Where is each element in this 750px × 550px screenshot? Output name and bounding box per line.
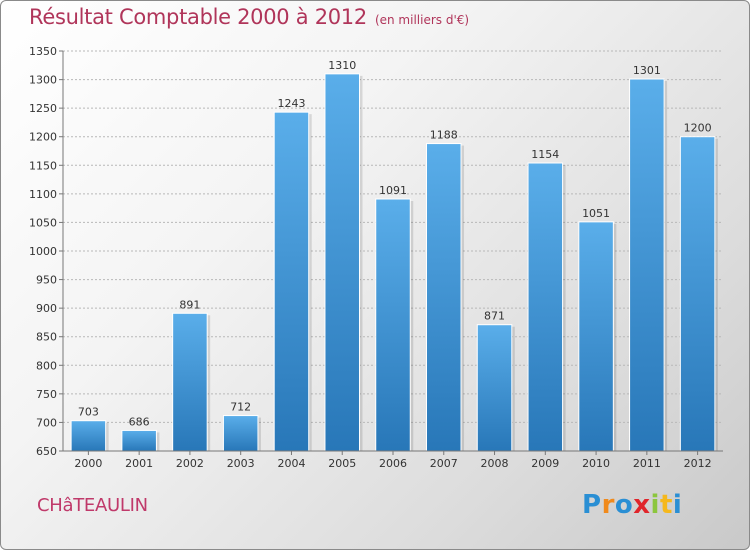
logo-letter: i (650, 490, 660, 520)
value-label-2007: 1188 (430, 129, 458, 142)
bar-2009 (527, 162, 564, 452)
y-tick-label: 700 (36, 416, 57, 429)
x-tick-label-2009: 2009 (531, 457, 559, 470)
y-tick-label: 950 (36, 274, 57, 287)
bar-2000 (70, 420, 107, 452)
title-unit: (en milliers d'€) (374, 13, 470, 27)
bar-2012 (679, 136, 716, 452)
bar-2002 (172, 312, 208, 452)
x-tick-label-2008: 2008 (481, 457, 509, 470)
x-tick-label-2006: 2006 (379, 457, 407, 470)
value-label-2004: 1243 (277, 97, 305, 110)
x-tick-label-2007: 2007 (430, 457, 458, 470)
value-label-2011: 1301 (633, 64, 661, 77)
x-tick-label-2001: 2001 (125, 457, 153, 470)
logo-letter: P (582, 490, 602, 520)
value-label-2003: 712 (230, 401, 251, 414)
y-tick-label: 650 (36, 445, 57, 458)
x-tick-label-2005: 2005 (328, 457, 356, 470)
x-tick-label-2003: 2003 (227, 457, 255, 470)
bar-2011 (629, 78, 665, 452)
y-tick-label: 850 (36, 331, 57, 344)
y-tick-label: 1000 (29, 245, 57, 258)
value-label-2010: 1051 (582, 207, 610, 220)
x-tick-label-2010: 2010 (582, 457, 610, 470)
city-name: CHâTEAULIN (37, 495, 148, 516)
y-tick-label: 1250 (29, 102, 57, 115)
value-label-2006: 1091 (379, 184, 407, 197)
chart-title: Résultat Comptable 2000 à 2012 (en millie… (29, 5, 469, 29)
bar-2006 (375, 198, 411, 452)
y-tick-label: 1350 (29, 45, 57, 58)
bar-2008 (476, 324, 513, 452)
x-tick-label-2002: 2002 (176, 457, 204, 470)
bar-2007 (426, 143, 462, 452)
value-label-2002: 891 (179, 298, 200, 311)
y-tick-label: 800 (36, 359, 57, 372)
logo-letter: x (633, 490, 651, 520)
x-tick-label-2004: 2004 (277, 457, 305, 470)
value-label-2009: 1154 (531, 148, 559, 161)
value-label-2012: 1200 (684, 122, 712, 135)
y-tick-label: 750 (36, 388, 57, 401)
value-label-2008: 871 (484, 310, 505, 323)
x-tick-label-2011: 2011 (633, 457, 661, 470)
title-main: Résultat Comptable 2000 à 2012 (29, 5, 367, 29)
y-tick-label: 1050 (29, 216, 57, 229)
value-label-2005: 1310 (328, 59, 356, 72)
logo-letter: r (601, 490, 615, 520)
bar-2004 (273, 111, 310, 452)
logo-letter: o (614, 490, 634, 520)
y-tick-label: 1300 (29, 74, 57, 87)
value-label-2001: 686 (129, 415, 150, 428)
value-label-2000: 703 (78, 406, 99, 419)
y-tick-label: 1100 (29, 188, 57, 201)
x-tick-label-2000: 2000 (74, 457, 102, 470)
bar-2010 (578, 221, 614, 452)
bar-2003 (222, 415, 259, 452)
y-tick-label: 1200 (29, 131, 57, 144)
logo-letter: t (659, 490, 673, 520)
logo-letter: i (672, 490, 683, 520)
x-tick-label-2012: 2012 (684, 457, 712, 470)
y-tick-label: 900 (36, 302, 57, 315)
bar-2001 (121, 429, 157, 452)
proxiti-logo: Proxiti (582, 490, 682, 520)
y-tick-label: 1150 (29, 159, 57, 172)
bar-2005 (324, 73, 360, 452)
